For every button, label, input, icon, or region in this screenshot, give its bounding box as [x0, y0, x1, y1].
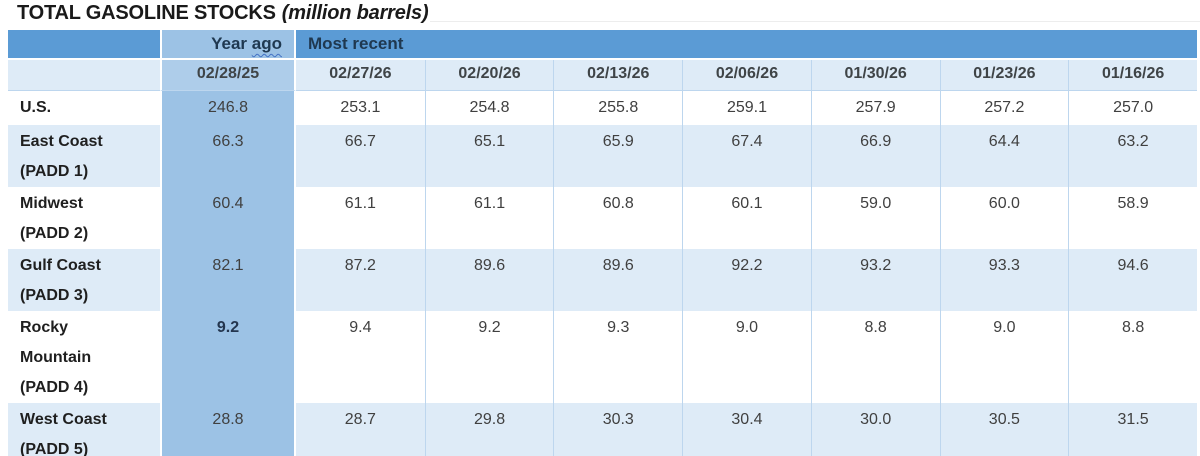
year-ago-value: 246.8: [160, 91, 296, 125]
stock-value: 60.8: [553, 187, 683, 249]
stock-value: 64.4: [939, 125, 1069, 187]
stock-value: 61.1: [424, 187, 554, 249]
table-row-west-coast: West Coast (PADD 5) 28.8 28.7 29.8 30.3 3…: [8, 403, 1197, 456]
stock-value: 89.6: [553, 249, 683, 311]
stock-value: 63.2: [1068, 125, 1197, 187]
stock-value: 59.0: [810, 187, 940, 249]
stock-value: 89.6: [424, 249, 554, 311]
table-row-us: U.S. 246.8 253.1 254.8 255.8 259.1 257.9…: [8, 91, 1197, 125]
stock-value: 8.8: [1068, 311, 1197, 403]
title-unit: (million barrels): [281, 2, 429, 24]
year-ago-word-squiggled: ago: [251, 34, 282, 53]
date-header-row: 02/28/25 02/27/26 02/20/26 02/13/26 02/0…: [8, 60, 1197, 91]
year-ago-group-header: Year ago: [160, 30, 296, 60]
column-group-header-row: Year ago Most recent: [8, 30, 1197, 60]
stock-value: 9.4: [296, 311, 425, 403]
year-ago-date-header: 02/28/25: [160, 60, 296, 91]
stock-value: 28.7: [296, 403, 425, 456]
date-header: 02/20/26: [424, 60, 554, 91]
stock-value: 257.2: [939, 91, 1069, 125]
stock-value: 31.5: [1068, 403, 1197, 456]
title-main: TOTAL GASOLINE STOCKS: [17, 2, 276, 24]
stock-value: 60.1: [682, 187, 811, 249]
stock-value: 30.4: [682, 403, 811, 456]
date-header: 01/16/26: [1068, 60, 1197, 91]
date-header: 02/27/26: [296, 60, 425, 91]
year-ago-value: 60.4: [160, 187, 296, 249]
stock-value: 9.0: [939, 311, 1069, 403]
stock-value: 66.7: [296, 125, 425, 187]
row-label: East Coast (PADD 1): [8, 125, 160, 187]
stock-value: 94.6: [1068, 249, 1197, 311]
year-ago-value: 28.8: [160, 403, 296, 456]
date-header: 01/30/26: [810, 60, 940, 91]
table-row-east-coast: East Coast (PADD 1) 66.3 66.7 65.1 65.9 6…: [8, 125, 1197, 187]
row-label: Midwest (PADD 2): [8, 187, 160, 249]
year-ago-value: 82.1: [160, 249, 296, 311]
year-ago-value: 66.3: [160, 125, 296, 187]
stock-value: 9.2: [424, 311, 554, 403]
stock-value: 254.8: [424, 91, 554, 125]
row-label: West Coast (PADD 5): [8, 403, 160, 456]
date-header: 02/13/26: [553, 60, 683, 91]
row-label: Rocky Mountain (PADD 4): [8, 311, 160, 403]
table-row-rocky-mountain: Rocky Mountain (PADD 4) 9.2 9.4 9.2 9.3 9.…: [8, 311, 1197, 403]
stock-value: 66.9: [810, 125, 940, 187]
row-label: Gulf Coast (PADD 3): [8, 249, 160, 311]
empty-label-header-cell: [8, 60, 160, 91]
year-ago-value: 9.2: [160, 311, 296, 403]
stock-value: 253.1: [296, 91, 425, 125]
stock-value: 67.4: [682, 125, 811, 187]
stock-value: 8.8: [810, 311, 940, 403]
stock-value: 259.1: [682, 91, 811, 125]
date-header: 02/06/26: [682, 60, 811, 91]
stock-value: 9.0: [682, 311, 811, 403]
stock-value: 60.0: [939, 187, 1069, 249]
stock-value: 29.8: [424, 403, 554, 456]
corner-header-cell: [8, 30, 160, 60]
row-label: U.S.: [8, 91, 160, 125]
date-header: 01/23/26: [939, 60, 1069, 91]
most-recent-group-header: Most recent: [296, 30, 1197, 60]
page-title: TOTAL GASOLINE STOCKS (million barrels): [17, 2, 429, 25]
stock-value: 65.1: [424, 125, 554, 187]
stock-value: 30.3: [553, 403, 683, 456]
stock-value: 30.5: [939, 403, 1069, 456]
stock-value: 9.3: [553, 311, 683, 403]
stock-value: 92.2: [682, 249, 811, 311]
stock-value: 257.9: [810, 91, 940, 125]
year-ago-word: Year: [211, 34, 248, 53]
stock-value: 93.3: [939, 249, 1069, 311]
stock-value: 255.8: [553, 91, 683, 125]
stock-value: 93.2: [810, 249, 940, 311]
stock-value: 87.2: [296, 249, 425, 311]
stock-value: 65.9: [553, 125, 683, 187]
page-rule-line: [430, 21, 1200, 22]
table-row-gulf-coast: Gulf Coast (PADD 3) 82.1 87.2 89.6 89.6 9…: [8, 249, 1197, 311]
stock-value: 61.1: [296, 187, 425, 249]
gasoline-stocks-table: Year ago Most recent 02/28/25 02/27/26 0…: [8, 30, 1197, 456]
stock-value: 30.0: [810, 403, 940, 456]
stock-value: 58.9: [1068, 187, 1197, 249]
table-row-midwest: Midwest (PADD 2) 60.4 61.1 61.1 60.8 60.1…: [8, 187, 1197, 249]
stock-value: 257.0: [1068, 91, 1197, 125]
